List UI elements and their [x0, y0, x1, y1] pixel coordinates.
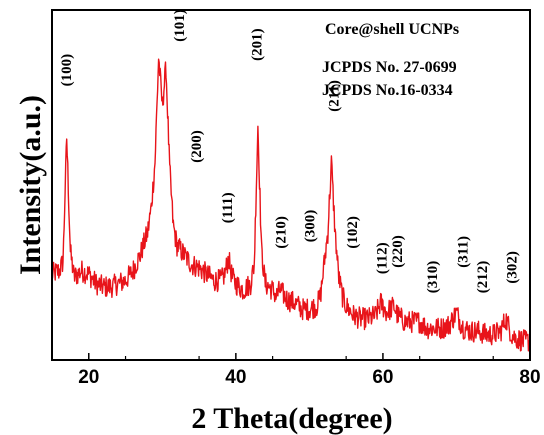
peak-label: (302) — [505, 251, 521, 284]
peak-label: (310) — [425, 261, 441, 294]
peak-label: (100) — [59, 54, 75, 87]
legend: Core@shell UCNPs JCPDS No. 27-0699 JCPDS N… — [322, 21, 459, 99]
plot-area — [51, 58, 531, 352]
peak-label: (112) — [375, 242, 391, 274]
x-axis: 20 40 60 80 — [78, 353, 541, 388]
peak-label: (201) — [249, 28, 265, 61]
plot-frame — [51, 9, 531, 361]
legend-entry: Core@shell UCNPs — [325, 21, 459, 38]
peak-label: (210) — [274, 216, 290, 249]
x-tick-label: 60 — [372, 367, 393, 388]
peak-label: (111) — [220, 192, 236, 223]
peak-labels: (100)(110)(101)(200)(111)(201)(210)(300)… — [59, 9, 521, 294]
y-axis-title: Intensity(a.u.) — [14, 95, 47, 275]
peak-label: (311) — [455, 236, 471, 268]
peak-label: (200) — [189, 130, 205, 163]
x-tick-label: 80 — [519, 367, 540, 388]
x-tick-label: 20 — [78, 367, 99, 388]
peak-label: (220) — [390, 235, 406, 268]
peak-label: (300) — [302, 210, 318, 243]
peak-label: (101) — [172, 9, 188, 42]
legend-entry: JCPDS No.16-0334 — [322, 82, 453, 99]
legend-entry: JCPDS No. 27-0699 — [322, 59, 457, 76]
peak-label: (212) — [475, 261, 491, 294]
peak-label: (211) — [327, 80, 343, 112]
peak-label: (102) — [345, 216, 361, 249]
x-tick-label: 40 — [225, 367, 246, 388]
series-line-0 — [51, 58, 531, 352]
x-axis-title: 2 Theta(degree) — [191, 402, 392, 435]
